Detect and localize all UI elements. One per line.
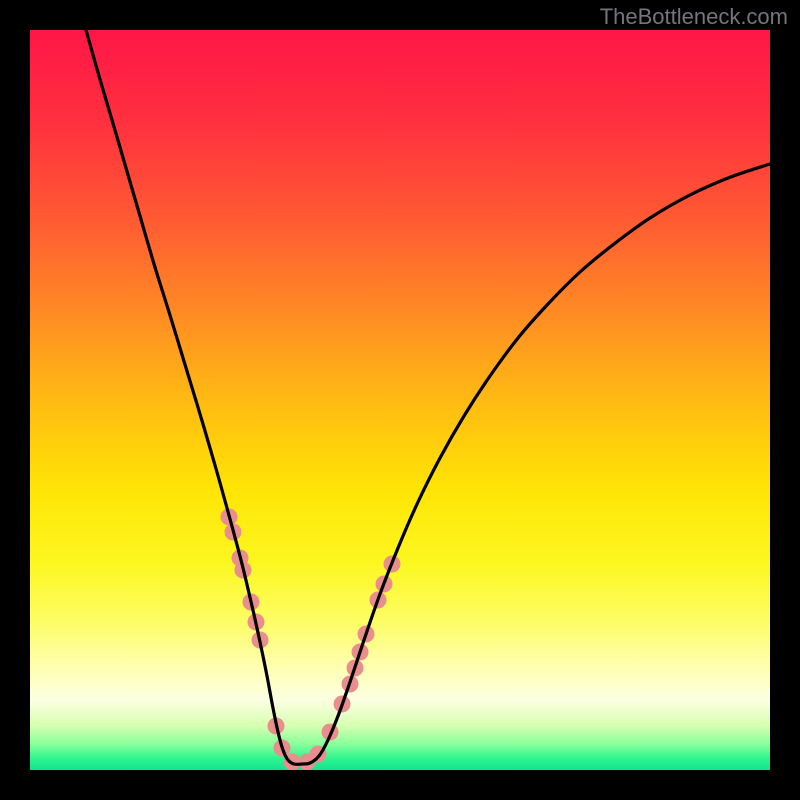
scatter-markers [221,509,401,771]
v-curve-line [86,30,770,764]
curve-layer [30,30,770,770]
chart-container: TheBottleneck.com [0,0,800,800]
plot-area [30,30,770,770]
watermark-text: TheBottleneck.com [600,4,788,30]
